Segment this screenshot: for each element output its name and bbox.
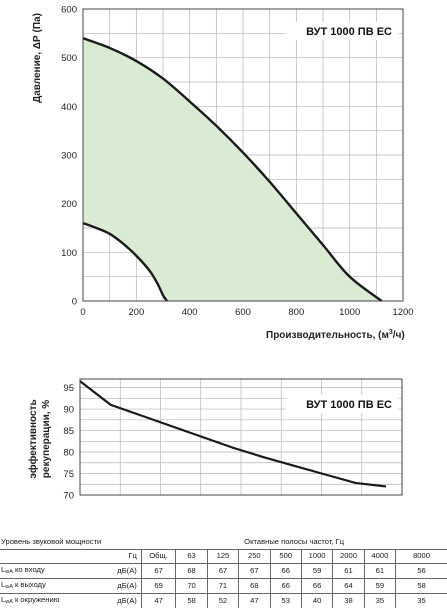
y-tick-label: 600 — [61, 5, 77, 16]
cell: 53 — [269, 592, 302, 608]
chart2-title-box — [286, 395, 398, 413]
cell: 67 — [238, 562, 271, 579]
chart1-upper-curve — [82, 37, 383, 302]
row-unit: дБ(А) — [78, 592, 142, 608]
col-header: 250 — [238, 548, 271, 564]
col-header: Общ. — [140, 548, 176, 564]
chart2-frame — [79, 378, 403, 496]
cell: 59 — [363, 577, 396, 594]
cell: 58 — [395, 577, 447, 594]
col-header: 4000 — [363, 548, 396, 564]
cell: 66 — [269, 562, 302, 579]
y-tick-label: 500 — [61, 53, 77, 64]
cell: 70 — [175, 577, 208, 594]
cell: 47 — [238, 592, 271, 608]
table-title-row: Уровень звуковой мощности Октавные полос… — [0, 536, 447, 549]
cell: 61 — [363, 562, 396, 579]
cell: 35 — [395, 592, 447, 608]
cell: 52 — [206, 592, 239, 608]
cell: 68 — [238, 577, 271, 594]
chart2-title: ВУТ 1000 ПВ ЕС — [306, 399, 392, 411]
col-header: 8000 — [395, 548, 447, 564]
row-unit: дБ(А) — [78, 562, 142, 579]
header-spacer — [0, 548, 79, 564]
row-label: LwA к окружению — [0, 592, 79, 608]
col-header: 63 — [175, 548, 208, 564]
cell: 67 — [140, 562, 176, 579]
col-header: 2000 — [332, 548, 365, 564]
x-tick-label: 800 — [288, 307, 304, 318]
cell: 71 — [206, 577, 239, 594]
chart2-y-axis-label-line2: рекуперации, % — [41, 400, 52, 479]
table-row: LwA ко входу дБ(А) 67 68 67 67 66 59 61 … — [0, 562, 447, 579]
cell: 67 — [206, 562, 239, 579]
y-tick-label: 95 — [63, 383, 74, 394]
cell: 47 — [140, 592, 176, 608]
chart1-x-ticks: 0 200 400 600 800 1000 1200 — [80, 307, 413, 318]
y-tick-label: 200 — [61, 199, 77, 210]
y-tick-label: 90 — [63, 405, 74, 416]
y-tick-label: 300 — [61, 151, 77, 162]
pressure-chart: 0 200 400 600 800 1000 1200 0 100 200 300 400 500 60… — [32, 5, 414, 342]
cell: 66 — [300, 577, 333, 594]
x-tick-label: 1000 — [339, 307, 360, 318]
table-title: Уровень звуковой мощности — [1, 537, 102, 547]
cell: 68 — [175, 562, 208, 579]
y-tick-label: 0 — [72, 297, 77, 308]
table-header-row: Гц Общ. 63 125 250 500 1000 2000 4000 80… — [0, 548, 447, 564]
table-row: LwA к выходу дБ(А) 69 70 71 68 66 66 64 … — [0, 577, 447, 594]
row-label: LwA к выходу — [0, 577, 79, 594]
chart1-y-ticks: 0 100 200 300 400 500 600 — [61, 5, 77, 308]
col-header: 1000 — [300, 548, 333, 564]
cell: 61 — [332, 562, 365, 579]
chart1-y-axis-label: Давление, ΔР (Па) — [32, 13, 43, 103]
col-header: 125 — [206, 548, 239, 564]
unit-header: Гц — [78, 548, 142, 564]
chart1-frame — [82, 8, 404, 302]
y-tick-label: 70 — [63, 491, 74, 502]
chart1-working-area-fill — [83, 38, 382, 301]
chart2-efficiency-curve — [79, 380, 387, 488]
bands-title: Октавные полосы частот, Гц — [244, 537, 345, 547]
cell: 40 — [300, 592, 333, 608]
x-tick-label: 600 — [235, 307, 251, 318]
cell: 35 — [363, 592, 396, 608]
cell: 58 — [175, 592, 208, 608]
x-tick-label: 200 — [128, 307, 144, 318]
row-label: LwA ко входу — [0, 562, 79, 579]
y-tick-label: 75 — [63, 469, 74, 480]
cell: 56 — [395, 562, 447, 579]
efficiency-chart: 70 75 80 85 90 95 ВУТ 1000 ПВ ЕС эффективност… — [27, 378, 403, 502]
x-tick-label: 1200 — [392, 307, 413, 318]
x-tick-label: 0 — [80, 307, 85, 318]
row-unit: дБ(А) — [78, 577, 142, 594]
col-header: 500 — [269, 548, 302, 564]
chart2-y-axis-label-line1: эффективность — [27, 399, 39, 478]
cell: 59 — [300, 562, 333, 579]
chart1-title: ВУТ 1000 ПВ ЕС — [306, 26, 392, 38]
chart1-lower-curve — [82, 222, 168, 302]
x-tick-label: 400 — [182, 307, 198, 318]
cell: 64 — [332, 577, 365, 594]
sound-power-table: Уровень звуковой мощности Октавные полос… — [0, 536, 447, 608]
chart2-y-ticks: 70 75 80 85 90 95 — [63, 383, 74, 501]
cell: 69 — [140, 577, 176, 594]
chart1-title-box — [286, 22, 398, 40]
y-tick-label: 400 — [61, 102, 77, 113]
y-tick-label: 85 — [63, 426, 74, 437]
cell: 38 — [332, 592, 365, 608]
chart2-grid — [80, 379, 402, 495]
y-tick-label: 80 — [63, 448, 74, 459]
table-row: LwA к окружению дБ(А) 47 58 52 47 53 40 … — [0, 592, 447, 608]
cell: 66 — [269, 577, 302, 594]
y-tick-label: 100 — [61, 248, 77, 259]
chart1-x-axis-label: Производительность, (м3/ч) — [266, 329, 405, 341]
